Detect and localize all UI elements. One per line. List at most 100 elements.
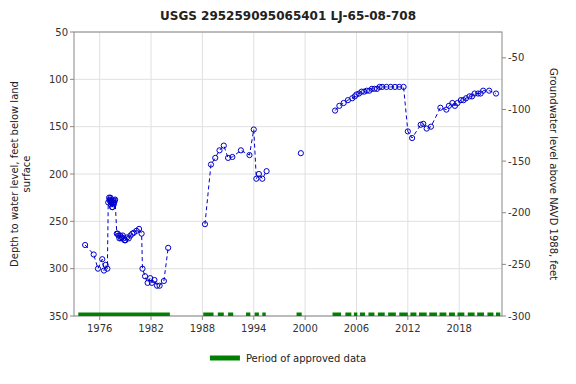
data-point: [105, 266, 110, 271]
series-line: [85, 198, 168, 286]
approved-period-bar: [468, 313, 475, 317]
legend-label: Period of approved data: [246, 353, 366, 364]
approved-period-bar: [297, 313, 302, 317]
data-point: [421, 121, 426, 126]
legend: Period of approved data: [210, 353, 366, 364]
data-point: [405, 129, 410, 134]
approved-period-bar: [410, 313, 416, 317]
y-tick-label: 350: [49, 311, 68, 322]
x-tick-label: 2000: [292, 323, 317, 334]
approved-period-bar: [78, 313, 170, 317]
approved-period-bar: [333, 313, 342, 317]
approved-period-bar: [262, 313, 265, 317]
approved-period-bar: [388, 313, 396, 317]
data-point: [95, 266, 100, 271]
plot-frame: [74, 32, 502, 316]
x-tick: [305, 316, 306, 320]
approved-period-bar: [440, 313, 447, 317]
data-point: [251, 127, 256, 132]
data-point: [298, 151, 303, 156]
y2-tick-label: -50: [508, 52, 524, 63]
grid-line-y: [74, 126, 502, 127]
approved-period-bar: [218, 313, 224, 317]
grid-line-y: [74, 79, 502, 80]
x-tick-label: 1982: [138, 323, 163, 334]
series-line: [335, 87, 496, 138]
page: {"chart_data": { "type": "line", "title"…: [0, 0, 576, 384]
legend-swatch: [210, 356, 240, 361]
data-point: [332, 108, 337, 113]
x-tick-label: 1994: [241, 323, 266, 334]
y-tick-label: 50: [55, 27, 68, 38]
data-point: [152, 277, 157, 282]
data-point: [139, 231, 144, 236]
y-tick-label: 100: [49, 74, 68, 85]
x-tick-label: 2018: [446, 323, 471, 334]
data-point: [410, 135, 415, 140]
y2-tick: [502, 57, 506, 58]
y-tick: [70, 32, 74, 33]
approved-period-bar: [477, 313, 484, 317]
chart: 1976198219881994200020062012201850100150…: [0, 0, 576, 384]
approved-period-bar: [429, 313, 437, 317]
approved-period-bar: [255, 313, 259, 317]
y-axis-label: Depth to water level, feet below landsur…: [9, 81, 32, 267]
approved-period-bar: [457, 313, 464, 317]
approved-period-bar: [399, 313, 408, 317]
y-tick-label: 150: [49, 121, 68, 132]
data-point: [428, 124, 433, 129]
y-tick: [70, 79, 74, 80]
approved-period-bar: [354, 313, 357, 317]
x-tick: [151, 316, 152, 320]
approved-period-bar: [246, 313, 250, 317]
approved-period-bar: [203, 313, 213, 317]
x-tick-label: 2006: [344, 323, 369, 334]
data-point: [230, 154, 235, 159]
data-point: [100, 257, 105, 262]
data-point: [455, 100, 460, 105]
data-point: [217, 148, 222, 153]
x-tick: [253, 316, 254, 320]
grid-line-y: [74, 174, 502, 175]
data-point: [238, 148, 243, 153]
grid: [74, 32, 502, 316]
approved-period-bar: [496, 313, 500, 317]
approved-period-bar: [419, 313, 427, 317]
data-point: [202, 222, 207, 227]
y2-tick: [502, 161, 506, 162]
data-point: [208, 162, 213, 167]
y-axis-label-line: Depth to water level, feet below land: [9, 81, 20, 267]
approved-period-bar: [228, 313, 233, 317]
y-tick-label: 300: [49, 263, 68, 274]
data-point: [157, 283, 162, 288]
data-point: [256, 171, 261, 176]
data-point: [247, 152, 252, 157]
y2-axis-label: Groundwater level above NAVD 1988, feet: [548, 68, 559, 280]
data-point: [213, 155, 218, 160]
data-point: [142, 274, 147, 279]
data-point: [481, 88, 486, 93]
data-point: [221, 143, 226, 148]
y2-tick-label: -200: [508, 207, 531, 218]
title: USGS 295259095065401 LJ-65-08-708: [160, 9, 416, 23]
y2-tick-label: -100: [508, 104, 531, 115]
y-tick: [70, 221, 74, 222]
y2-tick: [502, 212, 506, 213]
data-point: [401, 84, 406, 89]
y2-tick: [502, 109, 506, 110]
x-tick: [356, 316, 357, 320]
data-point: [260, 176, 265, 181]
data-point: [161, 278, 166, 283]
series-line: [205, 130, 267, 225]
y2-tick-label: -250: [508, 259, 531, 270]
x-tick: [459, 316, 460, 320]
y-tick-label: 250: [49, 216, 68, 227]
grid-line-y: [74, 221, 502, 222]
y-tick: [70, 174, 74, 175]
x-tick-label: 1988: [190, 323, 215, 334]
data-point: [446, 103, 451, 108]
y-tick: [70, 268, 74, 269]
data-point: [112, 198, 117, 203]
plot-area: [78, 84, 500, 316]
x-tick-label: 1976: [87, 323, 112, 334]
